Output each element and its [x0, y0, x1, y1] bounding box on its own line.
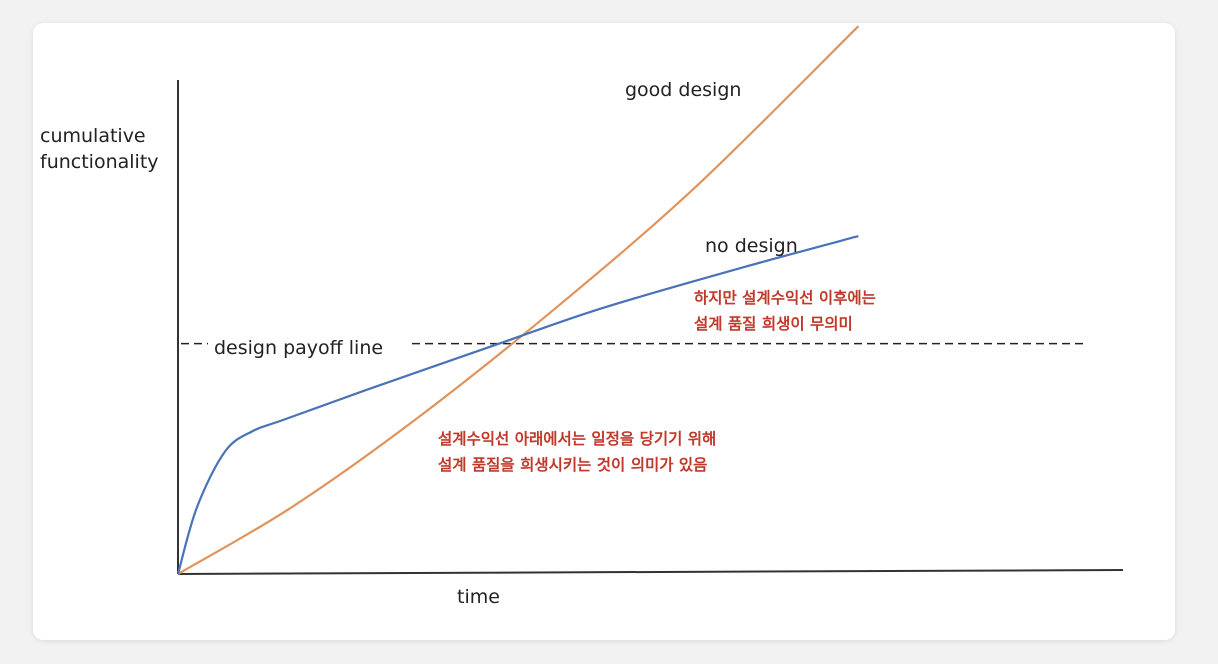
annotation-upper-line-2: 설계 품질 희생이 무의미 [694, 314, 853, 333]
x-axis-label: time [457, 586, 500, 608]
annotation-upper-line-1: 하지만 설계수익선 이후에는 [694, 288, 876, 307]
series-label-no-design: no design [705, 235, 798, 257]
series-good-design-line [177, 25, 860, 575]
annotation-lower-line-1: 설계수익선 아래에서는 일정을 당기기 위해 [438, 429, 716, 448]
chart-card [33, 23, 1175, 640]
y-axis-label-line-1: cumulative [40, 125, 146, 147]
y-axis-label-line-2: functionality [40, 151, 159, 173]
design-payoff-line-label: design payoff line [214, 337, 383, 359]
x-axis [177, 569, 1124, 575]
series-label-good-design: good design [625, 79, 741, 101]
annotation-lower-line-2: 설계 품질을 희생시키는 것이 의미가 있음 [438, 455, 707, 474]
series-no-design-line [176, 235, 859, 575]
